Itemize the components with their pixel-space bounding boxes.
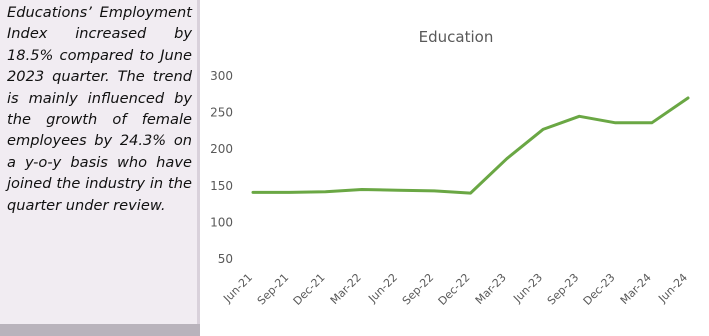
x-tick-label: Jun-21	[220, 271, 255, 306]
x-tick-label: Jun-24	[655, 271, 690, 306]
x-tick-label: Sep-22	[400, 271, 437, 308]
x-tick-label: Dec-23	[581, 271, 618, 308]
y-tick-label: 50	[218, 252, 233, 266]
x-tick-label: Sep-21	[255, 271, 292, 308]
x-tick-label: Jun-23	[510, 271, 545, 306]
series-line	[251, 96, 690, 195]
chart-area: Education 50 100 150 200 250 300 Jun-21 Sep-21…	[203, 0, 709, 336]
chart-title: Education	[419, 28, 494, 46]
x-tick-label: Sep-23	[545, 271, 582, 308]
commentary-text: Educations’ Employment Index increased b…	[7, 4, 192, 214]
x-tick-label: Jun-22	[365, 271, 400, 306]
y-tick-label: 100	[210, 215, 233, 229]
commentary-panel: Educations’ Employment Index increased b…	[0, 0, 200, 336]
panel-footer-bar	[0, 324, 200, 336]
y-tick-label: 150	[210, 179, 233, 193]
x-tick-label: Mar-24	[618, 271, 654, 307]
x-tick-label: Mar-23	[473, 271, 509, 307]
y-tick-label: 300	[210, 69, 233, 83]
y-tick-label: 250	[210, 106, 233, 120]
line-chart: Education 50 100 150 200 250 300 Jun-21 Sep-21…	[210, 28, 690, 308]
x-tick-label: Mar-22	[328, 271, 364, 307]
y-tick-label: 200	[210, 142, 233, 156]
x-tick-label: Dec-22	[436, 271, 473, 308]
x-tick-label: Dec-21	[291, 271, 328, 308]
